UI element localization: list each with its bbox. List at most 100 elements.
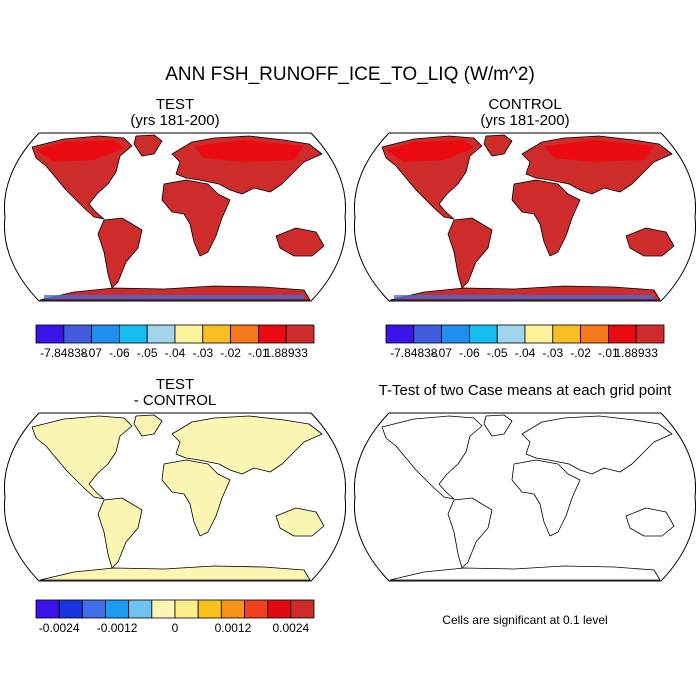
diff-map: [4, 412, 346, 582]
colorbar-box: [151, 599, 176, 619]
colorbar-box: [128, 599, 153, 619]
colorbar-box: [285, 324, 315, 344]
diff-panel-title: TEST - CONTROL: [5, 377, 345, 409]
colorbar-box: [81, 599, 106, 619]
greenland-landmass: [483, 414, 513, 437]
globe-outline: [354, 132, 696, 302]
test-colorbar: -7.84838-.07 -.06 -.05 -.04 -.03 -.02 -.011.88…: [35, 324, 315, 360]
australia-landmass: [275, 227, 325, 257]
colorbar-tick-label: 0.0024: [272, 621, 309, 635]
colorbar-box: [496, 324, 526, 344]
colorbar-box: [230, 324, 259, 344]
colorbar-tick-label: -.07: [431, 346, 452, 360]
africa-landmass: [161, 459, 231, 537]
north-america-landmass: [31, 415, 133, 500]
significance-note: Cells are significant at 0.1 level: [442, 613, 608, 627]
colorbar-box: [146, 324, 176, 344]
ttest-panel-title: T-Test of two Case means at each grid po…: [355, 383, 695, 399]
eurasia-landmass: [521, 415, 673, 475]
diff-title-line2: - CONTROL: [133, 392, 217, 409]
antarctic-coast-band: [394, 295, 654, 299]
australia-landmass: [275, 507, 325, 537]
high-latitude-shading-0: [36, 140, 124, 162]
south-america-landmass: [97, 497, 143, 569]
africa-landmass: [511, 179, 581, 257]
colorbar-box: [63, 324, 92, 344]
colorbar-tick-label: -.03: [192, 346, 213, 360]
colorbar-box: [441, 324, 470, 344]
colorbar-tick-label: -7.84838: [40, 346, 88, 360]
colorbar-tick-label: 0: [172, 621, 179, 635]
globe-outline: [4, 132, 346, 302]
colorbar-tick-label: -.06: [109, 346, 130, 360]
colorbar-tick-label: -.02: [220, 346, 241, 360]
australia-landmass: [625, 507, 675, 537]
colorbar-box: [257, 324, 287, 344]
colorbar-tick-label: -0.0024: [39, 621, 80, 635]
test-panel-title: TEST (yrs 181-200): [5, 97, 345, 129]
high-latitude-shading-1: [194, 140, 304, 162]
south-america-landmass: [447, 217, 493, 289]
colorbar-tick-label: -.04: [165, 346, 186, 360]
colorbar-tick-label: -.05: [137, 346, 158, 360]
high-latitude-shading-1: [544, 140, 654, 162]
antarctic-coast-band: [44, 295, 304, 299]
control-panel-title: CONTROL (yrs 181-200): [355, 97, 695, 129]
test-title-line2: (yrs 181-200): [130, 112, 220, 129]
colorbar-box: [174, 324, 204, 344]
colorbar-tick-label: -.06: [459, 346, 480, 360]
colorbar-tick-label: 1.88933: [615, 346, 659, 360]
colorbar-tick-label: -.05: [487, 346, 508, 360]
colorbar-tick-label: -.03: [542, 346, 563, 360]
colorbar-box: [197, 599, 222, 619]
eurasia-landmass: [171, 415, 323, 475]
colorbar-box: [105, 599, 130, 619]
colorbar-tick-label: -.07: [81, 346, 102, 360]
colorbar-box: [35, 599, 60, 619]
control-title-line1: CONTROL: [488, 96, 562, 113]
ocean-background: [354, 413, 696, 581]
south-america-landmass: [447, 497, 493, 569]
colorbar-box: [552, 324, 582, 344]
south-america-landmass: [97, 217, 143, 289]
ttest-title: T-Test of two Case means at each grid po…: [378, 382, 672, 399]
greenland-landmass: [133, 414, 163, 437]
control-colorbar: -7.84838-.07 -.06 -.05 -.04 -.03 -.02 -.011.88…: [385, 324, 665, 360]
colorbar-box: [174, 599, 199, 619]
africa-landmass: [511, 459, 581, 537]
colorbar-tick-label: -.01: [598, 346, 619, 360]
control-title-line2: (yrs 181-200): [480, 112, 570, 129]
colorbar-box: [413, 324, 442, 344]
diff-colorbar: -0.0024 -0.0012 0 0.0012 0.0024: [35, 599, 315, 635]
africa-landmass: [161, 179, 231, 257]
colorbar-box: [267, 599, 292, 619]
colorbar-box: [244, 599, 269, 619]
colorbar-box: [290, 599, 315, 619]
colorbar-tick-label: -.04: [515, 346, 536, 360]
colorbar-box: [58, 599, 83, 619]
ttest-map: [354, 412, 696, 582]
greenland-landmass: [133, 134, 163, 157]
colorbar-box: [35, 324, 65, 344]
colorbar-tick-label: -0.0012: [97, 621, 138, 635]
control-map: [354, 132, 696, 302]
colorbar-tick-label: 0.0012: [215, 621, 252, 635]
colorbar-tick-label: -.02: [570, 346, 591, 360]
colorbar-box: [202, 324, 232, 344]
australia-landmass: [625, 227, 675, 257]
colorbar-tick-label: -.01: [248, 346, 269, 360]
colorbar-tick-label: -7.84838: [390, 346, 438, 360]
test-title-line1: TEST: [155, 96, 195, 113]
globe-outline: [4, 412, 346, 582]
diff-title-line1: TEST: [155, 376, 195, 393]
antarctica-landmass: [39, 565, 311, 581]
colorbar-box: [607, 324, 637, 344]
colorbar-box: [220, 599, 245, 619]
test-map: [4, 132, 346, 302]
colorbar-box: [580, 324, 609, 344]
colorbar-box: [119, 324, 148, 344]
colorbar-box: [635, 324, 665, 344]
colorbar-tick-label: 1.88933: [265, 346, 309, 360]
antarctica-landmass: [389, 565, 661, 581]
greenland-landmass: [483, 134, 513, 157]
